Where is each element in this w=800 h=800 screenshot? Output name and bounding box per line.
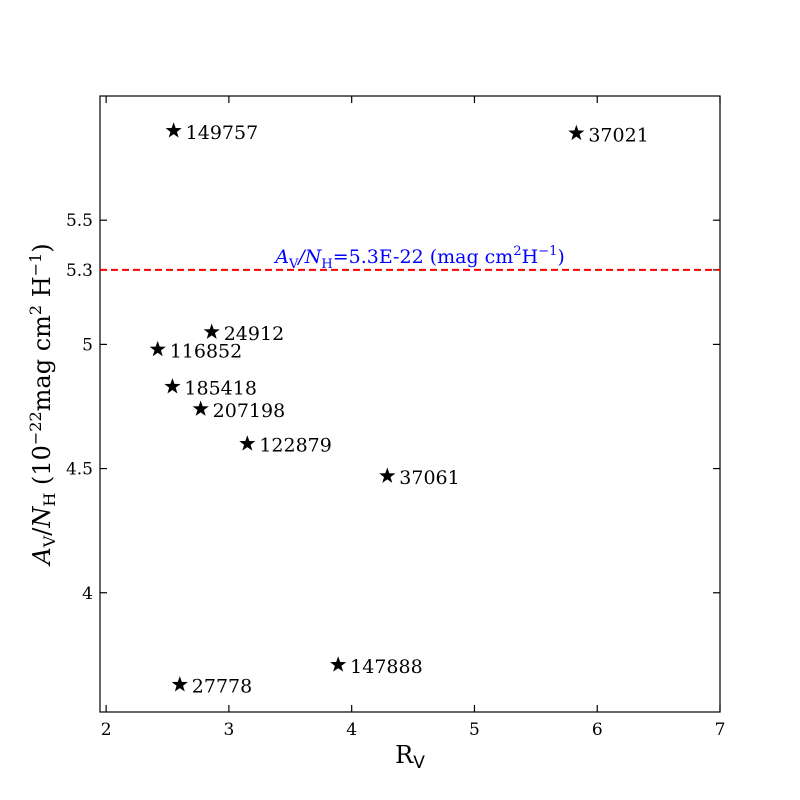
plot-area xyxy=(99,95,721,713)
point-label: 24912 xyxy=(224,323,284,345)
star-marker xyxy=(149,340,166,357)
point-label: 147888 xyxy=(350,656,423,678)
point-label: 37061 xyxy=(399,467,459,489)
point-label: 122879 xyxy=(259,435,332,457)
x-tick-label: 7 xyxy=(715,720,726,740)
y-tick-label: 5.5 xyxy=(66,211,93,231)
x-tick-label: 3 xyxy=(223,720,234,740)
point-label: 37021 xyxy=(588,124,648,146)
x-tick-label: 4 xyxy=(346,720,357,740)
point-label: 185418 xyxy=(184,378,257,400)
star-marker xyxy=(568,124,585,141)
star-marker xyxy=(379,467,396,483)
x-axis-label: RV xyxy=(395,741,425,773)
point-label: 207198 xyxy=(213,400,286,422)
y-tick-label: 4 xyxy=(82,584,93,604)
star-marker xyxy=(165,122,182,138)
point-label: 149757 xyxy=(186,122,259,144)
y-axis-label: AV/NH (10−22mag cm2 H−1) xyxy=(26,243,59,566)
x-tick-label: 5 xyxy=(469,720,480,740)
x-tick-label: 6 xyxy=(592,720,603,740)
star-marker xyxy=(171,676,188,692)
star-marker xyxy=(192,400,209,416)
point-label: 116852 xyxy=(170,340,243,362)
reference-line-label: AV/NH=5.3E-22 (mag cm2H−1) xyxy=(273,244,565,272)
star-marker xyxy=(203,323,220,339)
x-tick-label: 2 xyxy=(101,720,112,740)
y-tick-label: 5 xyxy=(82,335,93,355)
y-tick-label: 4.5 xyxy=(66,460,93,480)
y-tick-label: 5.3 xyxy=(66,261,93,281)
star-marker xyxy=(239,435,256,451)
star-marker xyxy=(164,378,181,394)
star-marker xyxy=(330,656,347,672)
point-label: 27778 xyxy=(192,676,252,698)
